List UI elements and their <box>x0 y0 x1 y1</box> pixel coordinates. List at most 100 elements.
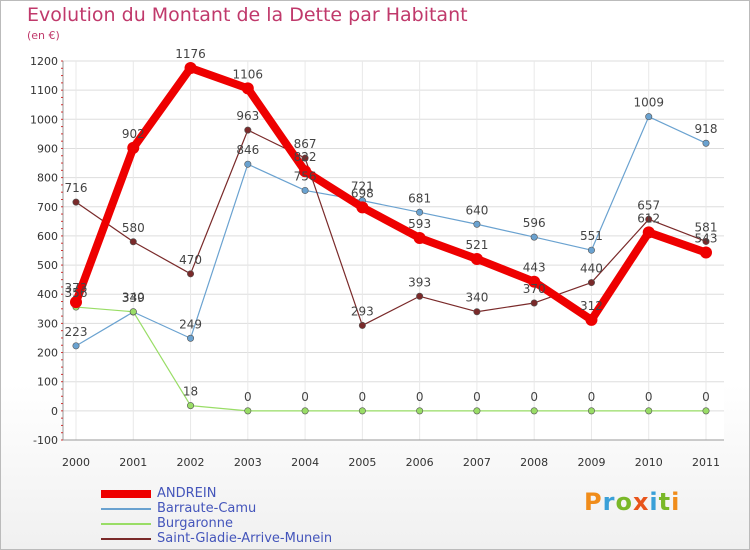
data-label: 551 <box>580 229 603 243</box>
data-label: 339 <box>122 291 145 305</box>
data-point <box>356 201 369 214</box>
data-label: 356 <box>65 286 88 300</box>
data-point <box>72 342 80 350</box>
data-label: 822 <box>294 150 317 164</box>
data-label: 846 <box>236 143 259 157</box>
data-point <box>702 407 710 415</box>
x-tick-label: 2008 <box>520 456 548 469</box>
data-point <box>416 208 424 216</box>
y-tick-label: 600 <box>37 230 58 243</box>
data-label: 657 <box>637 198 660 212</box>
legend-swatch <box>101 537 151 540</box>
data-point <box>587 279 595 287</box>
x-tick-label: 2011 <box>692 456 720 469</box>
data-label: 593 <box>408 217 431 231</box>
data-label: 443 <box>523 261 546 275</box>
data-point <box>470 252 483 265</box>
data-label: 340 <box>122 291 145 305</box>
legend-label: ANDREIN <box>157 486 217 501</box>
data-point <box>244 126 252 134</box>
data-label: 0 <box>473 390 481 404</box>
x-tick-label: 2005 <box>348 456 376 469</box>
data-label: 640 <box>465 203 488 217</box>
data-point <box>473 220 481 228</box>
legend-swatch <box>101 489 151 498</box>
legend-swatch <box>101 522 151 525</box>
data-point <box>645 113 653 121</box>
data-point <box>530 233 538 241</box>
data-point <box>645 215 653 223</box>
data-point <box>70 296 82 309</box>
data-point <box>187 402 195 410</box>
data-point <box>301 186 309 194</box>
data-point <box>645 407 653 415</box>
data-point <box>473 407 481 415</box>
data-point <box>585 313 598 326</box>
y-tick-label: 1100 <box>30 84 58 97</box>
data-label: 716 <box>65 181 88 195</box>
series-line <box>75 129 707 327</box>
data-point <box>702 139 710 147</box>
data-point <box>358 321 366 329</box>
data-label: 698 <box>351 186 374 200</box>
data-label: 756 <box>294 169 317 183</box>
data-point <box>587 246 595 254</box>
data-point <box>187 270 195 278</box>
data-point <box>358 407 366 415</box>
data-point <box>301 154 309 162</box>
y-tick-label: 0 <box>51 405 58 418</box>
data-label: 0 <box>702 390 710 404</box>
proxiti-logo: Proxiti <box>584 488 680 516</box>
data-label: 902 <box>122 127 145 141</box>
data-point <box>301 407 309 415</box>
data-label: 0 <box>645 390 653 404</box>
data-point <box>72 198 80 206</box>
x-tick-label: 2002 <box>177 456 205 469</box>
x-tick-label: 2007 <box>463 456 491 469</box>
x-tick-label: 2009 <box>577 456 605 469</box>
x-tick-label: 2000 <box>62 456 90 469</box>
data-point <box>187 334 195 342</box>
chart-title: Evolution du Montant de la Dette par Hab… <box>27 4 468 26</box>
data-label: 596 <box>523 216 546 230</box>
x-tick-label: 2006 <box>406 456 434 469</box>
y-tick-label: -100 <box>33 434 58 447</box>
data-point <box>530 407 538 415</box>
data-label: 1176 <box>175 47 206 61</box>
legend-item: Saint-Gladie-Arrive-Munein <box>101 531 332 546</box>
data-label: 0 <box>359 390 367 404</box>
x-tick-label: 2004 <box>291 456 319 469</box>
data-label: 0 <box>416 390 424 404</box>
data-label: 249 <box>179 317 202 331</box>
data-point <box>473 308 481 316</box>
x-tick-label: 2003 <box>234 456 262 469</box>
logo-letter: P <box>584 488 603 516</box>
unit-label: (en €) <box>27 29 60 42</box>
logo-letter: i <box>671 488 681 516</box>
data-point <box>700 246 712 259</box>
data-label: 312 <box>580 299 603 313</box>
logo-letter: r <box>602 488 616 516</box>
data-point <box>587 407 595 415</box>
series-line <box>75 306 707 412</box>
data-point <box>530 299 538 307</box>
data-label: 1009 <box>633 96 664 110</box>
chart-legend: ANDREIN Barraute-Camu Burgaronne Saint-G… <box>101 486 332 546</box>
data-label: 612 <box>637 211 660 225</box>
plot-area <box>63 61 724 440</box>
data-label: 0 <box>530 390 538 404</box>
data-point <box>528 275 541 288</box>
series-line <box>72 63 710 324</box>
data-label: 681 <box>408 191 431 205</box>
data-label: 0 <box>301 390 309 404</box>
data-point <box>129 308 137 316</box>
data-point <box>702 237 710 245</box>
legend-label: Saint-Gladie-Arrive-Munein <box>157 531 333 546</box>
y-tick-label: 400 <box>37 288 58 301</box>
data-label: 370 <box>523 282 546 296</box>
data-point <box>413 231 426 244</box>
x-tick-label: 2001 <box>119 456 147 469</box>
legend-label: Barraute-Camu <box>157 501 257 516</box>
